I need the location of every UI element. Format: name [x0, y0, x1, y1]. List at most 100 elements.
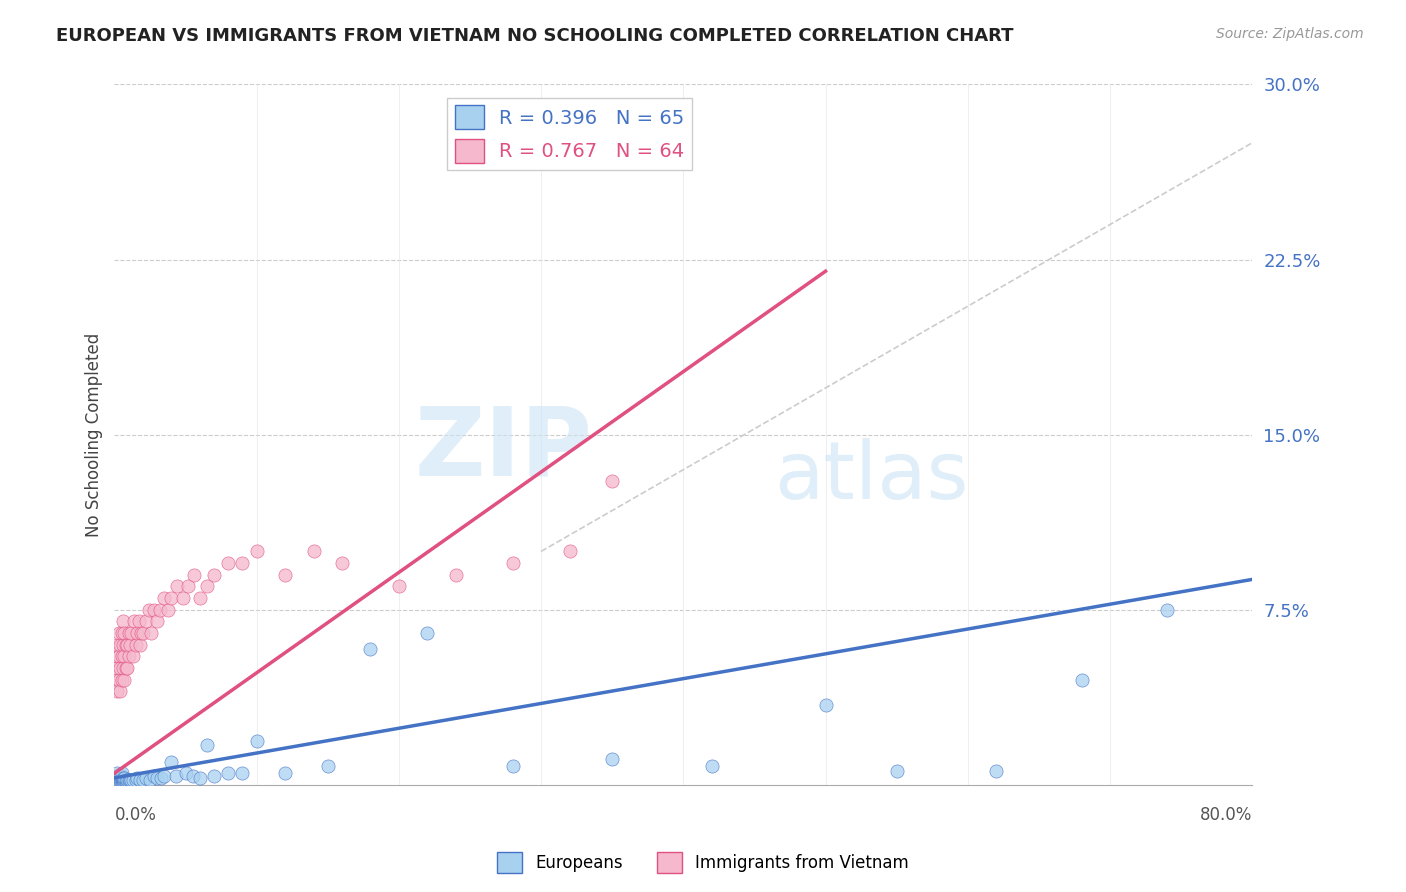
Point	[108, 684, 131, 698]
Point	[986, 764, 1008, 778]
Text: ZIP: ZIP	[415, 402, 592, 495]
Point	[172, 591, 194, 606]
Point	[217, 766, 239, 780]
Point	[105, 771, 128, 785]
Point	[127, 771, 149, 785]
Point	[132, 773, 155, 788]
Point	[117, 626, 139, 640]
Point	[107, 673, 129, 687]
Point	[1070, 673, 1092, 687]
Point	[127, 626, 149, 640]
Point	[120, 773, 142, 788]
Point	[188, 771, 211, 785]
Point	[814, 698, 837, 713]
Point	[115, 661, 138, 675]
Point	[177, 579, 200, 593]
Point	[105, 684, 128, 698]
Point	[122, 649, 145, 664]
Point	[121, 626, 143, 640]
Point	[388, 579, 411, 593]
Point	[114, 661, 136, 675]
Point	[302, 544, 325, 558]
Point	[110, 649, 132, 664]
Point	[886, 764, 908, 778]
Point	[153, 768, 176, 782]
Point	[246, 733, 269, 747]
Text: 0.0%: 0.0%	[114, 805, 156, 824]
Point	[110, 673, 132, 687]
Point	[115, 775, 138, 789]
Point	[558, 544, 581, 558]
Point	[124, 615, 146, 629]
Point	[108, 661, 131, 675]
Point	[107, 626, 129, 640]
Point	[246, 544, 269, 558]
Point	[143, 768, 166, 782]
Point	[112, 649, 135, 664]
Point	[600, 475, 623, 489]
Point	[160, 755, 183, 769]
Point	[112, 771, 135, 785]
Point	[330, 556, 353, 570]
Point	[110, 775, 132, 789]
Point	[700, 759, 723, 773]
Point	[129, 638, 152, 652]
Point	[188, 591, 211, 606]
Point	[359, 642, 381, 657]
Point	[108, 638, 131, 652]
Point	[202, 567, 225, 582]
Point	[416, 626, 439, 640]
Point	[114, 775, 136, 789]
Point	[112, 775, 135, 789]
Point	[107, 775, 129, 789]
Point	[108, 771, 131, 785]
Point	[150, 771, 173, 785]
Point	[600, 752, 623, 766]
Point	[111, 638, 134, 652]
Point	[107, 649, 129, 664]
Point	[138, 603, 160, 617]
Point	[139, 773, 162, 788]
Point	[1156, 603, 1178, 617]
Point	[117, 649, 139, 664]
Point	[166, 579, 188, 593]
Point	[114, 773, 136, 788]
Point	[195, 579, 218, 593]
Point	[316, 759, 339, 773]
Point	[108, 773, 131, 788]
Point	[129, 773, 152, 788]
Point	[117, 775, 139, 789]
Point	[122, 773, 145, 788]
Point	[115, 773, 138, 788]
Point	[174, 766, 197, 780]
Text: atlas: atlas	[775, 438, 969, 516]
Point	[104, 768, 127, 782]
Text: Source: ZipAtlas.com: Source: ZipAtlas.com	[1216, 27, 1364, 41]
Point	[181, 768, 204, 782]
Point	[444, 567, 467, 582]
Point	[112, 673, 135, 687]
Point	[157, 603, 180, 617]
Legend: Europeans, Immigrants from Vietnam: Europeans, Immigrants from Vietnam	[491, 846, 915, 880]
Point	[107, 771, 129, 785]
Point	[274, 766, 297, 780]
Point	[135, 771, 157, 785]
Point	[104, 649, 127, 664]
Point	[131, 626, 153, 640]
Point	[135, 615, 157, 629]
Point	[128, 615, 150, 629]
Point	[153, 591, 176, 606]
Point	[143, 603, 166, 617]
Point	[110, 768, 132, 782]
Point	[112, 773, 135, 788]
Point	[105, 638, 128, 652]
Point	[146, 615, 169, 629]
Point	[231, 766, 253, 780]
Point	[111, 615, 134, 629]
Point	[165, 768, 187, 782]
Point	[104, 771, 127, 785]
Text: 80.0%: 80.0%	[1199, 805, 1253, 824]
Point	[132, 626, 155, 640]
Text: EUROPEAN VS IMMIGRANTS FROM VIETNAM NO SCHOOLING COMPLETED CORRELATION CHART: EUROPEAN VS IMMIGRANTS FROM VIETNAM NO S…	[56, 27, 1014, 45]
Point	[160, 591, 183, 606]
